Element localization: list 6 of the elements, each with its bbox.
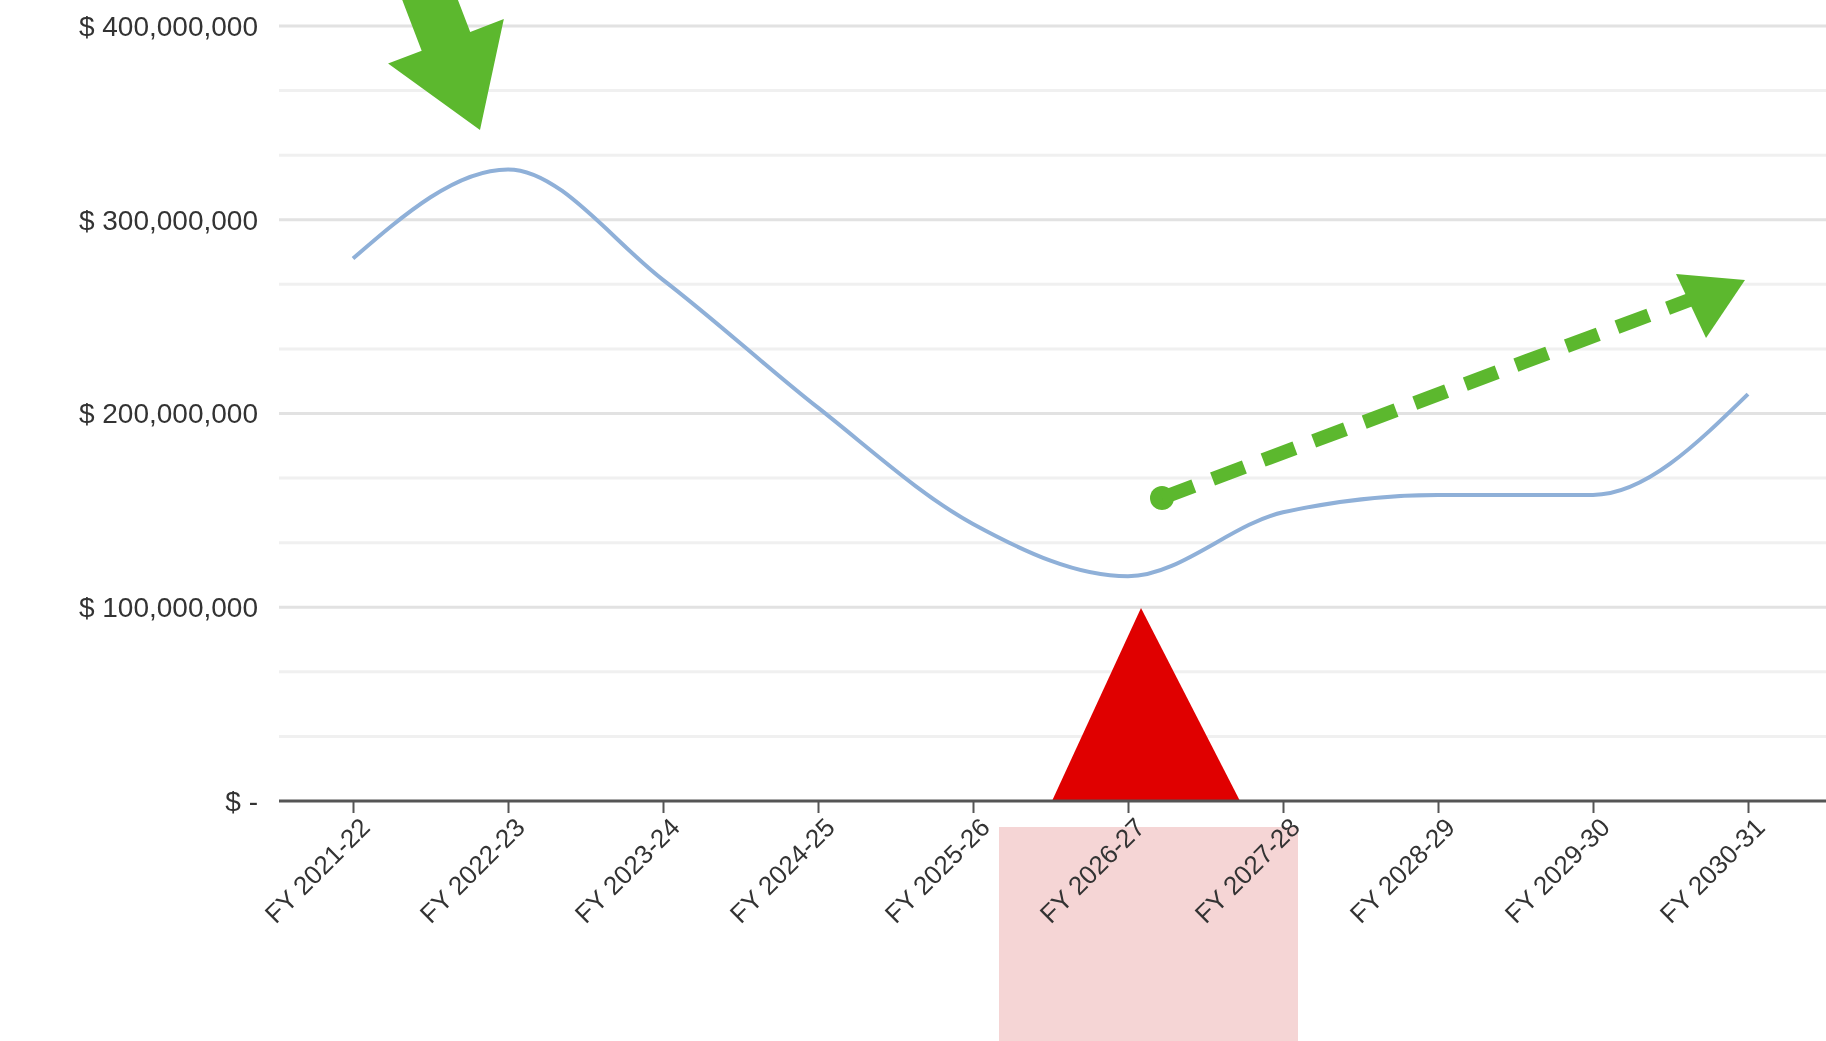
y-tick-label: $ -	[225, 785, 258, 817]
line-series	[351, 167, 1750, 579]
y-tick-label: $ 300,000,000	[78, 204, 258, 236]
y-tick-label: $ 200,000,000	[78, 398, 258, 430]
y-tick-label: $ 400,000,000	[78, 10, 258, 42]
y-tick-label: $ 100,000,000	[78, 592, 258, 624]
